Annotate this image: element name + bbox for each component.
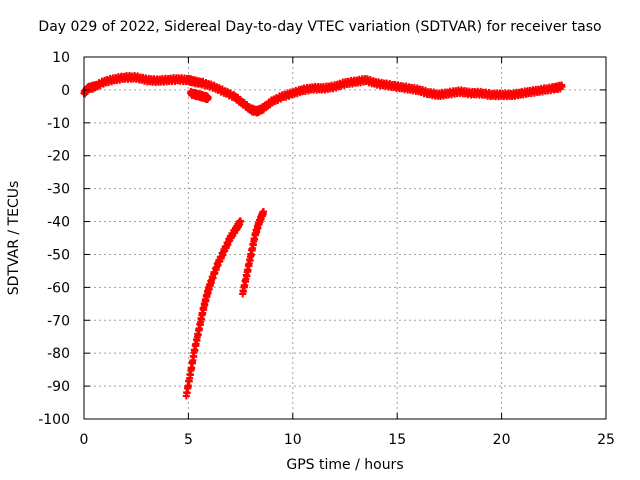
plot-frame <box>83 56 607 420</box>
x-tick-label: 5 <box>184 432 193 448</box>
data-points <box>80 71 566 400</box>
x-axis-ticks: 0 5 10 15 20 25 <box>80 57 615 448</box>
y-tick-label: -100 <box>38 412 70 428</box>
y-tick-label: -50 <box>47 247 70 263</box>
y-axis-ticks: 10 0 -10 -20 -30 -40 -50 -60 -70 -80 -90 -100 <box>38 50 606 428</box>
y-tick-label: -60 <box>47 280 70 296</box>
grid-lines <box>84 57 606 419</box>
data-point <box>237 218 245 226</box>
y-tick-label: -70 <box>47 313 70 329</box>
data-point <box>204 94 212 102</box>
x-tick-label: 0 <box>80 432 89 448</box>
x-axis-label: GPS time / hours <box>286 457 404 473</box>
y-tick-label: -90 <box>47 379 70 395</box>
y-tick-label: -10 <box>47 116 70 132</box>
x-tick-label: 10 <box>284 432 302 448</box>
y-axis-label: SDTVAR / TECUs <box>6 180 22 296</box>
y-tick-label: -30 <box>47 182 70 198</box>
y-tick-label: -40 <box>47 215 70 231</box>
x-tick-label: 20 <box>493 432 511 448</box>
y-tick-label: 0 <box>61 83 70 99</box>
chart-title: Day 029 of 2022, Sidereal Day-to-day VTE… <box>38 19 602 35</box>
x-tick-label: 15 <box>388 432 406 448</box>
x-tick-label: 25 <box>597 432 615 448</box>
data-point <box>260 208 268 216</box>
y-tick-label: -80 <box>47 346 70 362</box>
y-tick-label: 10 <box>52 50 70 66</box>
data-point <box>558 83 566 91</box>
y-tick-label: -20 <box>47 149 70 165</box>
